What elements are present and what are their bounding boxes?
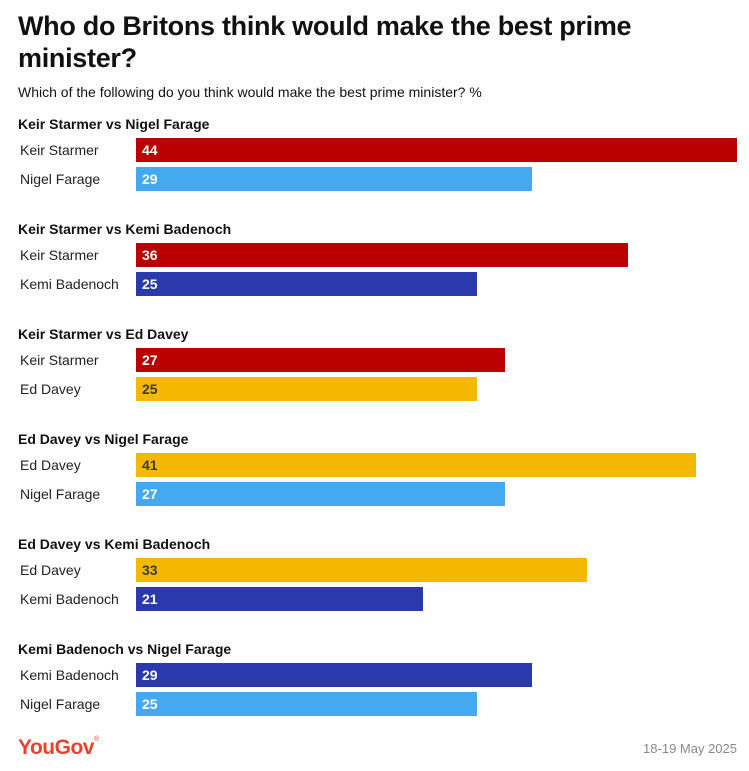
logo-text: YouGov <box>18 736 94 759</box>
bar-group: Keir Starmer vs Ed Davey Keir Starmer 27 Ed… <box>0 326 749 406</box>
bar: 29 <box>136 167 532 191</box>
bar-row: Kemi Badenoch 29 <box>0 663 749 687</box>
group-title: Keir Starmer vs Nigel Farage <box>18 116 210 132</box>
bar-label: Kemi Badenoch <box>20 276 119 292</box>
bar-row: Nigel Farage 25 <box>0 692 749 716</box>
bar: 41 <box>136 453 696 477</box>
bar-row: Keir Starmer 36 <box>0 243 749 267</box>
bar: 25 <box>136 272 477 296</box>
bar-row: Nigel Farage 27 <box>0 482 749 506</box>
bar: 21 <box>136 587 423 611</box>
bar-row: Nigel Farage 29 <box>0 167 749 191</box>
bar-group: Ed Davey vs Nigel Farage Ed Davey 41 Nigel … <box>0 431 749 511</box>
bar-value-label: 29 <box>142 171 158 187</box>
chart-subtitle: Which of the following do you think woul… <box>18 84 482 100</box>
bar-value-label: 25 <box>142 276 158 292</box>
bar: 29 <box>136 663 532 687</box>
bar-value-label: 27 <box>142 486 158 502</box>
bar-label: Nigel Farage <box>20 171 101 187</box>
bar-label: Keir Starmer <box>20 247 99 263</box>
bar-label: Nigel Farage <box>20 696 101 712</box>
bar: 44 <box>136 138 737 162</box>
bar-value-label: 33 <box>142 562 158 578</box>
survey-date: 18-19 May 2025 <box>643 741 737 756</box>
bar-row: Ed Davey 41 <box>0 453 749 477</box>
group-title: Ed Davey vs Kemi Badenoch <box>18 536 211 552</box>
bar-groups: Keir Starmer vs Nigel Farage Keir Starmer… <box>0 116 749 721</box>
bar: 27 <box>136 348 505 372</box>
bar-value-label: 44 <box>142 142 158 158</box>
bar-label: Kemi Badenoch <box>20 591 119 607</box>
bar-value-label: 25 <box>142 381 158 397</box>
bar-value-label: 36 <box>142 247 158 263</box>
yougov-logo: YouGov® <box>18 736 99 760</box>
bar-label: Kemi Badenoch <box>20 667 119 683</box>
bar-label: Ed Davey <box>20 381 81 397</box>
bar-label: Keir Starmer <box>20 352 99 368</box>
bar-value-label: 29 <box>142 667 158 683</box>
bar-row: Kemi Badenoch 21 <box>0 587 749 611</box>
group-title: Kemi Badenoch vs Nigel Farage <box>18 641 232 657</box>
bar-label: Keir Starmer <box>20 142 99 158</box>
bar-label: Nigel Farage <box>20 486 101 502</box>
logo-mark: ® <box>93 736 99 743</box>
bar: 33 <box>136 558 587 582</box>
bar-group: Keir Starmer vs Nigel Farage Keir Starmer… <box>0 116 749 196</box>
bar-row: Kemi Badenoch 25 <box>0 272 749 296</box>
bar: 25 <box>136 377 477 401</box>
bar-label: Ed Davey <box>20 457 81 473</box>
bar-value-label: 27 <box>142 352 158 368</box>
bar: 25 <box>136 692 477 716</box>
bar: 36 <box>136 243 628 267</box>
bar-value-label: 41 <box>142 457 158 473</box>
bar-row: Ed Davey 25 <box>0 377 749 401</box>
bar: 27 <box>136 482 505 506</box>
bar-group: Keir Starmer vs Kemi Badenoch Keir Starme… <box>0 221 749 301</box>
bar-group: Kemi Badenoch vs Nigel Farage Kemi Badeno… <box>0 641 749 721</box>
group-title: Ed Davey vs Nigel Farage <box>18 431 189 447</box>
group-title: Keir Starmer vs Ed Davey <box>18 326 189 342</box>
bar-row: Keir Starmer 27 <box>0 348 749 372</box>
bar-value-label: 21 <box>142 591 158 607</box>
group-title: Keir Starmer vs Kemi Badenoch <box>18 221 232 237</box>
bar-value-label: 25 <box>142 696 158 712</box>
bar-group: Ed Davey vs Kemi Badenoch Ed Davey 33 Kemi … <box>0 536 749 616</box>
chart-title: Who do Britons think would make the best… <box>18 11 632 73</box>
bar-row: Ed Davey 33 <box>0 558 749 582</box>
bar-label: Ed Davey <box>20 562 81 578</box>
bar-row: Keir Starmer 44 <box>0 138 749 162</box>
